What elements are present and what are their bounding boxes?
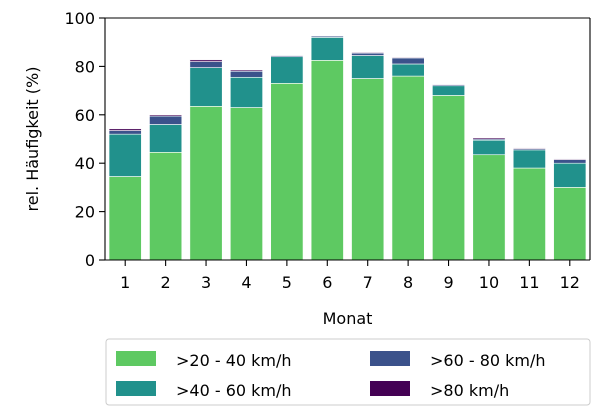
bar-segment-s2-m3 (190, 62, 222, 68)
legend-swatch (116, 351, 156, 366)
x-tick-label: 10 (479, 273, 499, 292)
bar-segment-s1-m9 (432, 86, 464, 96)
legend: >20 - 40 km/h >40 - 60 km/h >60 - 80 km/h >… (106, 339, 590, 405)
x-axis-label: Monat (323, 309, 373, 328)
y-tick-label: 40 (75, 154, 95, 173)
bar-segment-s2-m2 (149, 116, 181, 124)
bar-segment-s3-m10 (473, 138, 505, 139)
bars-layer (109, 36, 586, 260)
bar-segment-s2-m8 (392, 58, 424, 64)
y-tick-label: 80 (75, 57, 95, 76)
bar-segment-s0-m5 (271, 83, 303, 260)
legend-label: >60 - 80 km/h (430, 351, 546, 370)
x-tick-label: 12 (560, 273, 580, 292)
x-tick-label: 11 (519, 273, 539, 292)
legend-label: >20 - 40 km/h (176, 351, 292, 370)
x-tick-label: 2 (161, 273, 171, 292)
y-axis-label: rel. Häufigkeit (%) (23, 67, 42, 212)
y-tick-label: 20 (75, 203, 95, 222)
bar-segment-s3-m8 (392, 57, 424, 58)
bar-segment-s0-m11 (513, 168, 545, 260)
bar-segment-s3-m1 (109, 129, 141, 131)
bar-segment-s2-m12 (554, 160, 586, 164)
bar-segment-s2-m7 (352, 53, 384, 55)
y-tick-label: 0 (85, 251, 95, 270)
bar-segment-s3-m3 (190, 60, 222, 62)
x-tick-label: 9 (443, 273, 453, 292)
legend-swatch (370, 351, 410, 366)
bar-segment-s0-m3 (190, 106, 222, 260)
bar-segment-s0-m4 (230, 108, 262, 260)
bar-segment-s0-m8 (392, 76, 424, 260)
bar-segment-s3-m7 (352, 52, 384, 53)
x-tick-label: 5 (282, 273, 292, 292)
x-tick-label: 6 (322, 273, 332, 292)
bar-segment-s0-m6 (311, 60, 343, 260)
legend-swatch (370, 381, 410, 396)
bar-segment-s3-m2 (149, 115, 181, 116)
legend-swatch (116, 381, 156, 396)
bar-segment-s0-m7 (352, 79, 384, 261)
x-tick-label: 7 (363, 273, 373, 292)
x-tick-label: 4 (241, 273, 251, 292)
bar-segment-s3-m12 (554, 159, 586, 160)
bar-segment-s0-m10 (473, 155, 505, 260)
bar-segment-s1-m4 (230, 77, 262, 107)
bar-segment-s0-m1 (109, 177, 141, 260)
bar-segment-s0-m12 (554, 187, 586, 260)
bar-segment-s0-m9 (432, 95, 464, 260)
bar-segment-s1-m2 (149, 124, 181, 152)
bar-segment-s3-m11 (513, 148, 545, 149)
bar-segment-s1-m10 (473, 140, 505, 155)
bar-segment-s2-m4 (230, 71, 262, 77)
legend-label: >80 km/h (430, 381, 509, 400)
bar-segment-s1-m5 (271, 57, 303, 84)
legend-label: >40 - 60 km/h (176, 381, 292, 400)
bar-segment-s0-m2 (149, 152, 181, 260)
bar-segment-s1-m7 (352, 56, 384, 79)
x-tick-label: 3 (201, 273, 211, 292)
bar-segment-s1-m3 (190, 68, 222, 107)
x-tick-label: 8 (403, 273, 413, 292)
bar-segment-s1-m6 (311, 37, 343, 60)
y-tick-label: 60 (75, 106, 95, 125)
bar-segment-s2-m1 (109, 131, 141, 135)
y-tick-label: 100 (64, 9, 95, 28)
bar-segment-s1-m12 (554, 163, 586, 187)
bar-segment-s1-m1 (109, 134, 141, 176)
bar-segment-s3-m4 (230, 70, 262, 71)
bar-segment-s1-m8 (392, 64, 424, 76)
bar-segment-s1-m11 (513, 150, 545, 168)
x-tick-label: 1 (120, 273, 130, 292)
